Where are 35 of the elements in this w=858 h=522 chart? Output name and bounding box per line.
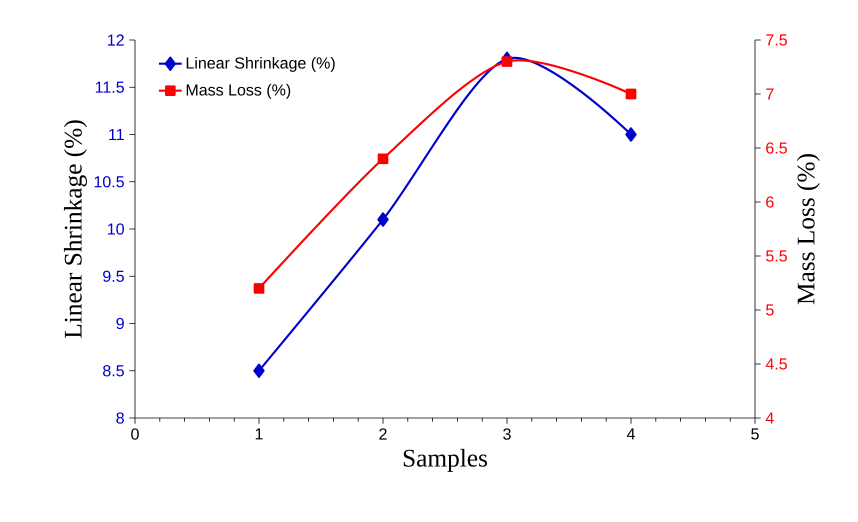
- legend-label: Mass Loss (%): [186, 84, 290, 99]
- x-tick-label: 1: [256, 428, 263, 440]
- y2-tick-label: 5: [766, 304, 774, 316]
- y-tick-label: 10.5: [94, 176, 124, 188]
- point: [502, 56, 512, 67]
- y-tick-label: 9.5: [103, 270, 124, 282]
- y2-tick-label: 7.5: [766, 34, 787, 46]
- y2-tick-label: 7: [766, 88, 774, 100]
- point: [625, 127, 637, 142]
- y-tick-label: 11: [109, 129, 124, 140]
- y2-tick-label: 6: [766, 196, 774, 208]
- point: [254, 283, 264, 294]
- y-tick-label: 8: [116, 412, 124, 424]
- x-tick-label: 3: [503, 428, 511, 440]
- x-tick-label: 0: [131, 428, 139, 440]
- y-tick-label: 8.5: [103, 365, 124, 376]
- y-tick-label: 10: [108, 223, 124, 235]
- y-tick-label: 11.5: [96, 82, 124, 93]
- y-tick-label: 9: [116, 318, 124, 330]
- x-tick-label: 2: [379, 428, 387, 440]
- legend-label: Linear Shrinkage (%): [186, 56, 335, 72]
- point: [378, 153, 388, 164]
- y-tick-label: 12: [108, 34, 124, 46]
- point: [253, 364, 265, 378]
- y2-tick-label: 4.5: [766, 358, 787, 370]
- x-axis-title: Samples: [404, 448, 488, 472]
- y2-tick-label: 5.5: [766, 250, 787, 262]
- y2-tick-label: 4: [766, 412, 774, 424]
- point: [626, 88, 636, 100]
- y2-tick-label: 6.5: [766, 142, 787, 154]
- y2-axis-title: Mass Loss (%): [796, 154, 820, 304]
- x-tick-label: 4: [626, 428, 635, 440]
- y-axis-title: Linear Shrinkage (%): [64, 120, 87, 338]
- point: [377, 212, 389, 227]
- x-tick-label: 5: [751, 428, 759, 440]
